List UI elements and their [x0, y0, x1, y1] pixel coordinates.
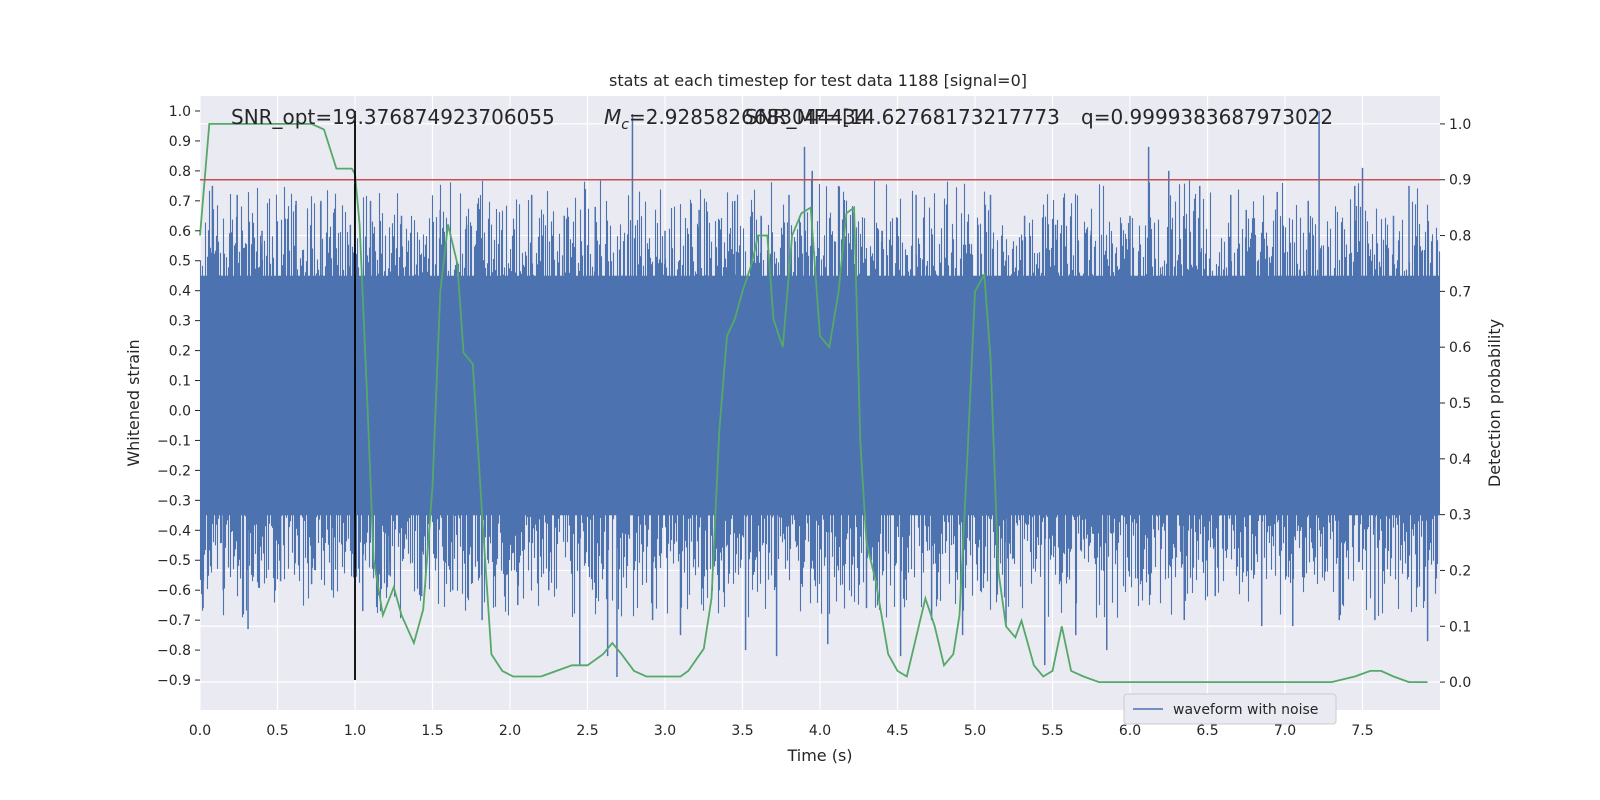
x-tick-label: 6.0 — [1119, 723, 1141, 739]
right-y-tick-labels: 1.0 0.9 0.8 0.7 0.6 0.5 0.4 0.3 0.2 0.1 0.0 — [1440, 117, 1471, 691]
legend-label: waveform with noise — [1173, 702, 1318, 718]
left-y-tick-labels: 1.0 0.9 0.8 0.7 0.6 0.5 0.4 0.3 0.2 0.1 0.0 −0.1 −0.… — [157, 104, 200, 689]
annotation-mc-sub: c — [621, 117, 629, 133]
x-axis-label: Time (s) — [786, 746, 852, 765]
left-y-tick-label: −0.9 — [157, 673, 191, 689]
left-y-tick-label: −0.4 — [157, 523, 191, 539]
x-tick-label: 5.0 — [964, 723, 986, 739]
legend-box — [1123, 693, 1337, 725]
chart-title: stats at each timestep for test data 118… — [609, 71, 1027, 90]
left-y-tick-label: −0.6 — [157, 583, 191, 599]
left-y-tick-label: 0.8 — [169, 164, 191, 180]
x-tick-label: 0.5 — [266, 723, 288, 739]
left-y-tick-label: 0.2 — [169, 344, 191, 360]
x-tick-label: 4.0 — [809, 723, 831, 739]
x-tick-label: 2.0 — [499, 723, 521, 739]
waveform-core — [200, 275, 1440, 516]
legend: waveform with noise — [1123, 693, 1337, 725]
left-y-tick-label: −0.8 — [157, 643, 191, 659]
right-y-tick-label: 0.0 — [1449, 675, 1471, 691]
right-y-tick-label: 0.6 — [1449, 340, 1471, 356]
waveform-series — [199, 110, 1441, 678]
x-tick-label: 2.5 — [576, 723, 598, 739]
left-y-tick-label: −0.3 — [157, 493, 191, 509]
left-y-tick-label: 0.1 — [169, 374, 191, 390]
right-y-axis-label: Detection probability — [1485, 319, 1504, 487]
right-y-tick-label: 0.3 — [1449, 508, 1471, 524]
left-y-tick-label: 0.3 — [169, 314, 191, 330]
right-y-tick-label: 0.5 — [1449, 396, 1471, 412]
reference-lines — [200, 110, 1440, 681]
right-y-tick-label: 0.8 — [1449, 229, 1471, 245]
annotation-mc-symbol: M — [604, 105, 621, 129]
left-y-axis-label: Whitened strain — [124, 339, 143, 466]
left-y-tick-label: 0.0 — [169, 403, 191, 419]
left-y-tick-label: −0.2 — [157, 463, 191, 479]
right-y-tick-label: 0.7 — [1449, 284, 1471, 300]
x-tick-label: 1.5 — [421, 723, 443, 739]
annotation-snr-opt: SNR_opt=19.376874923706055 — [231, 105, 555, 129]
x-tick-label: 3.0 — [654, 723, 676, 739]
x-tick-label: 3.5 — [731, 723, 753, 739]
x-tick-label: 1.0 — [344, 723, 366, 739]
x-tick-labels: 0.0 0.5 1.0 1.5 2.0 2.5 3.0 3.5 4.0 4.5 5.0 5.5 6.0 6… — [189, 723, 1374, 739]
x-tick-label: 6.5 — [1196, 723, 1218, 739]
right-y-tick-label: 0.2 — [1449, 563, 1471, 579]
x-tick-label: 4.5 — [886, 723, 908, 739]
x-tick-label: 0.0 — [189, 723, 211, 739]
left-y-tick-label: 0.4 — [169, 284, 191, 300]
x-tick-label: 5.5 — [1041, 723, 1063, 739]
left-y-tick-label: 1.0 — [169, 104, 191, 120]
left-y-tick-label: 0.7 — [169, 194, 191, 210]
left-y-tick-label: −0.1 — [157, 433, 191, 449]
left-y-tick-label: −0.7 — [157, 613, 191, 629]
left-y-tick-label: 0.5 — [169, 254, 191, 270]
probability-line — [199, 123, 1428, 683]
right-y-tick-label: 0.4 — [1449, 452, 1471, 468]
left-y-tick-label: 0.6 — [169, 224, 191, 240]
right-y-tick-label: 0.1 — [1449, 619, 1471, 635]
left-y-tick-label: −0.5 — [157, 553, 191, 569]
annotation-q: q=0.9999383687973022 — [1081, 105, 1333, 129]
detection-probability-series — [199, 123, 1428, 683]
right-y-tick-label: 1.0 — [1449, 117, 1471, 133]
annotation-snr-mf: SNR_MF=[14.62768173217773 — [745, 105, 1060, 129]
x-tick-label: 7.5 — [1351, 723, 1373, 739]
x-tick-label: 7.0 — [1274, 723, 1296, 739]
right-y-tick-label: 0.9 — [1449, 173, 1471, 189]
annotation-mc: Mc=2.9285826683044434 — [604, 105, 868, 133]
annotation-mc-value: =2.9285826683044434 — [629, 105, 868, 129]
left-y-tick-label: 0.9 — [169, 134, 191, 150]
